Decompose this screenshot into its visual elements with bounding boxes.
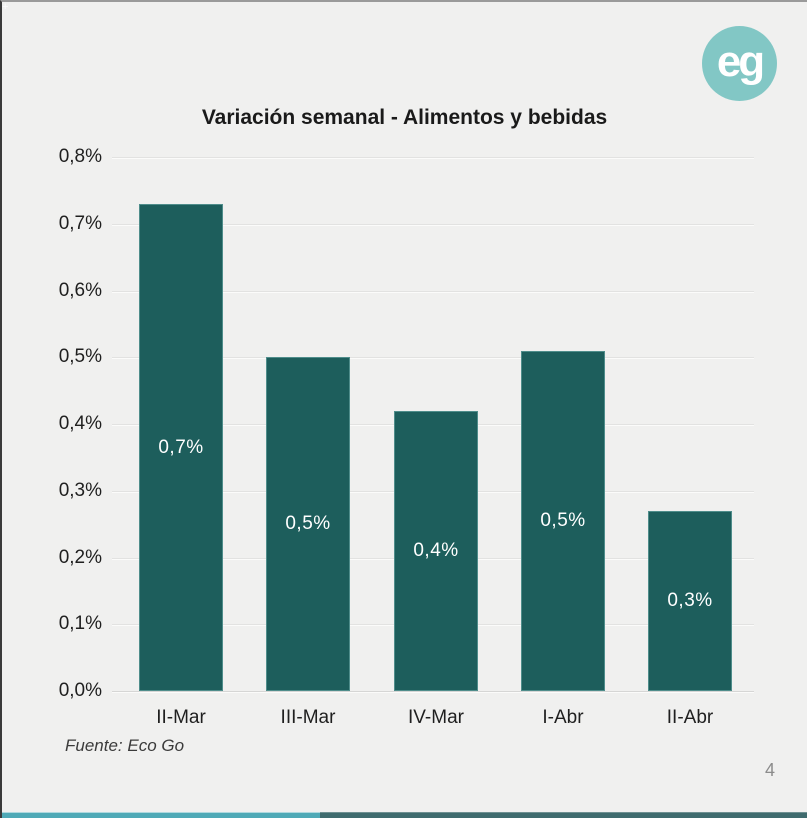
- x-axis-tick: I-Abr: [542, 707, 584, 728]
- y-axis-tick: 0,0%: [58, 680, 102, 701]
- bar-value-label: 0,5%: [540, 510, 586, 531]
- gridline: [112, 357, 754, 358]
- y-axis-tick: 0,8%: [58, 146, 102, 167]
- bar-value-label: 0,7%: [158, 436, 204, 458]
- x-axis-tick: II-Mar: [156, 707, 206, 728]
- bar-value-label: 0,5%: [285, 513, 331, 534]
- source-note: Fuente: Eco Go: [65, 736, 185, 755]
- gridline: [112, 291, 754, 292]
- bar-III-Mar: 0,5%: [266, 357, 350, 691]
- bar-II-Mar: 0,7%: [139, 204, 223, 691]
- x-axis-tick: III-Mar: [280, 707, 336, 728]
- y-axis-tick: 0,7%: [58, 213, 102, 234]
- gridline: [112, 157, 754, 158]
- eco-go-logo: eg: [702, 26, 777, 101]
- x-axis-baseline: [112, 691, 754, 692]
- page-number: 4: [764, 760, 775, 780]
- chart-title: Variación semanal - Alimentos y bebidas: [201, 106, 608, 129]
- x-axis-tick: IV-Mar: [408, 707, 464, 728]
- y-axis-tick: 0,1%: [58, 613, 102, 634]
- slide-progress-rest: [320, 812, 807, 818]
- y-axis-tick: 0,3%: [58, 480, 102, 501]
- gridline: [112, 224, 754, 225]
- y-axis-tick: 0,2%: [58, 547, 102, 568]
- bar-value-label: 0,3%: [667, 590, 713, 611]
- bar-IV-Mar: 0,4%: [394, 411, 478, 691]
- bar-I-Abr: 0,5%: [521, 351, 605, 691]
- slide-progress-bar: [2, 812, 807, 818]
- y-axis-tick: 0,4%: [58, 413, 102, 434]
- y-axis-tick: 0,5%: [58, 346, 102, 367]
- corner-artifact: +: [2, 1, 9, 13]
- bar-II-Abr: 0,3%: [648, 511, 732, 691]
- slide-progress-fill: [2, 812, 320, 818]
- eco-go-logo-text: eg: [716, 36, 765, 86]
- y-axis-tick: 0,6%: [58, 280, 102, 301]
- bar-value-label: 0,4%: [413, 540, 459, 561]
- x-axis-tick: II-Abr: [666, 707, 714, 728]
